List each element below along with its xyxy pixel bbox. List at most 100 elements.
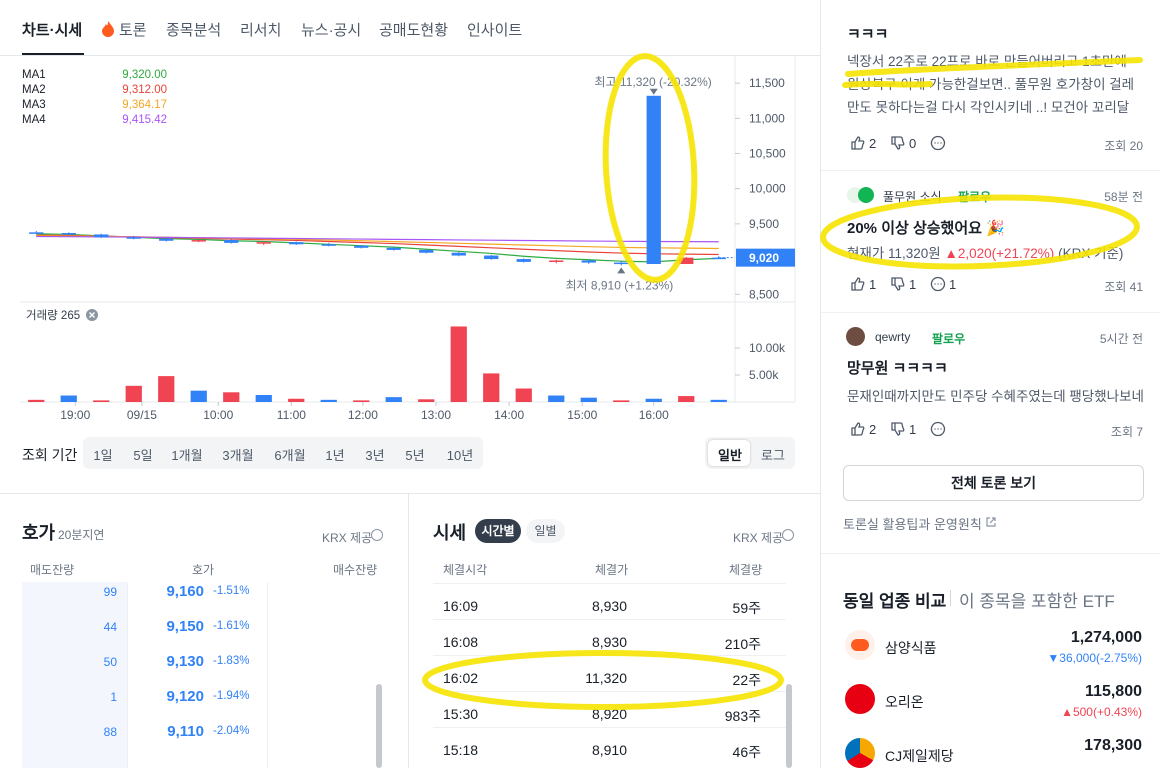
tab[interactable]: 종목분석 (166, 22, 222, 39)
company-name[interactable]: CJ제일제당 (885, 748, 954, 764)
x-tick-label: 14:00 (494, 408, 524, 422)
dislike-icon[interactable] (890, 276, 906, 292)
period-option[interactable]: 5년 (405, 448, 425, 463)
scale-option[interactable]: 로그 (761, 448, 785, 463)
trade-time: 15:18 (443, 742, 479, 758)
follow[interactable]: 팔로우 (932, 332, 966, 346)
post-views: 조회 7 (1110, 425, 1143, 439)
compare-title[interactable]: 동일 업종 비교 (843, 592, 947, 611)
period-option[interactable]: 3개월 (222, 448, 254, 463)
comment-icon[interactable] (930, 135, 946, 151)
company-name[interactable]: 오리온 (885, 694, 924, 710)
like-icon[interactable] (850, 135, 866, 151)
y-tick-label: 9,500 (749, 217, 779, 231)
row-line (433, 583, 786, 584)
x-tick-label: 15:00 (567, 408, 597, 422)
volume-bar (548, 395, 565, 402)
column-line (127, 582, 128, 768)
post-body[interactable]: 문재인때까지만도 민주당 수혜주였는데 팽당했나보네 (847, 389, 1144, 404)
candle-body (289, 242, 304, 245)
volume-bar (645, 398, 662, 402)
trade-price: 11,320 (585, 670, 627, 686)
like-path (851, 136, 865, 150)
info-icon[interactable] (371, 529, 383, 541)
dislike-count: 0 (909, 136, 917, 151)
like-path (851, 277, 865, 291)
scrollbar[interactable] (786, 684, 792, 768)
avatar (846, 327, 865, 346)
dislike-icon[interactable] (890, 421, 906, 437)
ask-price: 9,150 (166, 618, 204, 635)
tab[interactable]: 리서치 (240, 22, 282, 39)
period-option[interactable]: 10년 (446, 448, 474, 463)
candle-body (159, 238, 174, 241)
post-title[interactable]: ㅋㅋㅋ (847, 26, 889, 43)
tab[interactable]: 토론 (119, 22, 147, 39)
volume-bar (158, 376, 175, 402)
candle-body (354, 245, 369, 248)
ask-column (22, 582, 127, 768)
volume-bar (418, 399, 435, 402)
divider (820, 0, 821, 768)
all-posts-button[interactable]: 전체 토론 보기 (843, 465, 1144, 501)
like-count: 1 (869, 277, 877, 292)
ask-change: -2.04% (213, 725, 250, 737)
column-header: 체결량 (729, 563, 763, 577)
y-tick-label: 5.00k (749, 368, 779, 382)
dislike-path (891, 277, 905, 291)
tab[interactable]: 뉴스·공시 (301, 22, 362, 39)
verified-badge (858, 187, 874, 203)
candle-body (29, 232, 44, 234)
period-option[interactable]: 6개월 (274, 448, 306, 463)
ask-quantity: 44 (103, 620, 117, 634)
x-tick-label: 10:00 (203, 408, 233, 422)
divider (821, 170, 1160, 171)
row-line (433, 727, 786, 728)
dislike-count: 1 (909, 422, 917, 437)
post-body[interactable]: 현재가 11,320원 ▲2,020(+21.72%) (KRX 기준) (847, 242, 1123, 262)
legend-value: 9,320.00 (122, 69, 167, 81)
volume-bar (223, 392, 240, 402)
company-name[interactable]: 삼양식품 (885, 640, 937, 656)
candle-body (711, 257, 726, 260)
tab[interactable]: 인사이트 (467, 22, 523, 39)
info-icon[interactable] (782, 529, 794, 541)
guide-link[interactable]: 토론실 활용팁과 운영원칙 (843, 517, 982, 532)
period-option[interactable]: 1년 (325, 448, 345, 463)
post-title[interactable]: 망무원 ㅋㅋㅋㅋ (847, 360, 948, 377)
post-views: 조회 41 (1104, 280, 1143, 294)
follow[interactable]: 팔로우 (958, 190, 992, 204)
price-tag-label: 9,020 (749, 251, 779, 265)
candle-body (126, 237, 141, 239)
trades-tab[interactable]: 시간별 (475, 519, 521, 543)
company-price: 178,300 (1084, 737, 1142, 754)
post-body[interactable]: 넥장서 22주로 22프로 바로 만들어버리고 1초만에 원상복구 이게 가능한… (847, 54, 1135, 115)
post-title[interactable]: 20% 이상 상승했어요 🎉 (847, 220, 1005, 237)
tab[interactable]: 차트·시세 (22, 22, 83, 39)
post-author[interactable]: 풀무원 소식 (883, 190, 942, 204)
trades-tab[interactable]: 일별 (526, 519, 565, 543)
comment-icon[interactable] (930, 276, 946, 292)
dislike-icon[interactable] (890, 135, 906, 151)
like-icon[interactable] (850, 276, 866, 292)
like-icon[interactable] (850, 421, 866, 437)
comment-icon[interactable] (930, 421, 946, 437)
y-tick-label: 10,500 (749, 146, 786, 160)
company-change: ▼36,000(-2.75%) (1047, 651, 1142, 665)
scrollbar[interactable] (376, 684, 382, 768)
period-option[interactable]: 1개월 (171, 448, 203, 463)
ask-change: -1.61% (213, 620, 250, 632)
divider (0, 55, 820, 56)
trade-volume: 46주 (732, 744, 761, 760)
tab[interactable]: 공매도현황 (379, 22, 449, 39)
period-option[interactable]: 3년 (365, 448, 385, 463)
ask-price: 9,120 (166, 688, 204, 705)
column-header: 체결시각 (443, 563, 488, 577)
scale-option[interactable]: 일반 (718, 448, 742, 463)
like-count: 2 (869, 136, 877, 151)
period-option[interactable]: 1일 (93, 448, 113, 463)
compare-subtitle[interactable]: 이 종목을 포함한 ETF (959, 592, 1115, 611)
period-option[interactable]: 5일 (133, 448, 153, 463)
post-author[interactable]: qewrty (875, 330, 911, 344)
candle-body (581, 260, 596, 263)
